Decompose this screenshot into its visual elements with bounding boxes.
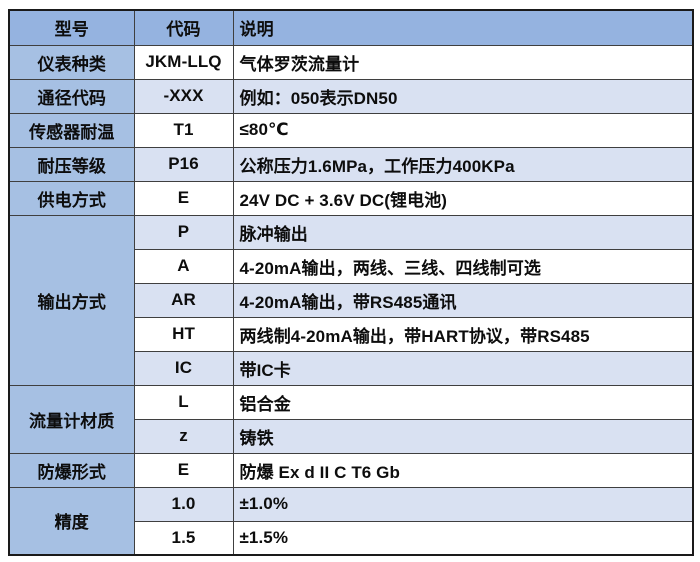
cell-description: 铸铁 xyxy=(232,418,694,454)
cell-description: 公称压力1.6MPa，工作压力400KPa xyxy=(232,146,694,182)
cell-code: P xyxy=(133,214,234,250)
cell-code: T1 xyxy=(133,112,234,148)
cell-code: -XXX xyxy=(133,78,234,114)
cell-description: ±1.5% xyxy=(232,520,694,556)
cell-description: 防爆 Ex d II C T6 Gb xyxy=(232,452,694,488)
table-row: AR 4-20mA输出，带RS485通讯 xyxy=(9,282,694,318)
table-row: 精度 1.0 ±1.0% xyxy=(8,486,694,556)
table-header: 型号 代码 说明 xyxy=(8,10,694,46)
cell-code: IC xyxy=(133,350,234,386)
table-row: HT 两线制4-20mA输出，带HART协议，带RS485 xyxy=(9,316,694,352)
specification-table-container: 型号 代码 说明 仪表种类 JKM-LLQ 气体罗茨流量计 通径代码 -XXX 例如：05… xyxy=(8,9,694,556)
cell-description: 4-20mA输出，带RS485通讯 xyxy=(232,282,694,318)
row-group-label: 耐压等级 xyxy=(8,146,135,182)
cell-description: 铝合金 xyxy=(232,384,694,420)
row-group-label: 传感器耐温 xyxy=(8,112,135,148)
cell-code: HT xyxy=(133,316,234,352)
row-group-label: 精度 xyxy=(8,486,135,556)
row-group-label: 防爆形式 xyxy=(8,452,135,488)
table-row: 传感器耐温 T1 ≤80℃ xyxy=(8,112,694,148)
table-row: 仪表种类 JKM-LLQ 气体罗茨流量计 xyxy=(8,44,694,80)
cell-code: L xyxy=(133,384,234,420)
cell-code: z xyxy=(133,418,234,454)
column-header-description: 说明 xyxy=(232,10,694,46)
table-row: IC 带IC卡 xyxy=(9,350,694,386)
table-header-row: 型号 代码 说明 xyxy=(8,10,694,46)
table-row: 耐压等级 P16 公称压力1.6MPa，工作压力400KPa xyxy=(8,146,694,182)
row-group-label: 流量计材质 xyxy=(8,384,135,454)
table-row: A 4-20mA输出，两线、三线、四线制可选 xyxy=(9,248,694,284)
table-row: 通径代码 -XXX 例如：050表示DN50 xyxy=(8,78,694,114)
row-group-label: 通径代码 xyxy=(8,78,135,114)
specification-table: 型号 代码 说明 仪表种类 JKM-LLQ 气体罗茨流量计 通径代码 -XXX 例如：05… xyxy=(8,9,694,556)
cell-code: A xyxy=(133,248,234,284)
cell-description: 带IC卡 xyxy=(232,350,694,386)
row-group-label: 输出方式 xyxy=(8,214,135,386)
cell-code: 1.0 xyxy=(133,486,234,522)
cell-code: E xyxy=(133,180,234,216)
table-row: 1.5 ±1.5% xyxy=(9,520,694,556)
cell-description: 例如：050表示DN50 xyxy=(232,78,694,114)
cell-code: 1.5 xyxy=(133,520,234,556)
cell-description: 4-20mA输出，两线、三线、四线制可选 xyxy=(232,248,694,284)
cell-description: 气体罗茨流量计 xyxy=(232,44,694,80)
cell-description: ≤80℃ xyxy=(232,112,694,148)
table-row: 输出方式 P 脉冲输出 xyxy=(8,214,694,386)
cell-description: 脉冲输出 xyxy=(232,214,694,250)
row-group-label: 供电方式 xyxy=(8,180,135,216)
table-body: 仪表种类 JKM-LLQ 气体罗茨流量计 通径代码 -XXX 例如：050表示DN50 传感… xyxy=(8,44,694,556)
table-row: 供电方式 E 24V DC + 3.6V DC(锂电池) xyxy=(8,180,694,216)
column-header-code: 代码 xyxy=(133,10,234,46)
table-row: 流量计材质 L 铝合金 xyxy=(8,384,694,454)
cell-code: E xyxy=(133,452,234,488)
row-group-label: 仪表种类 xyxy=(8,44,135,80)
cell-description: 两线制4-20mA输出，带HART协议，带RS485 xyxy=(232,316,694,352)
table-row: 防爆形式 E 防爆 Ex d II C T6 Gb xyxy=(8,452,694,488)
cell-code: P16 xyxy=(133,146,234,182)
cell-description: ±1.0% xyxy=(232,486,694,522)
cell-description: 24V DC + 3.6V DC(锂电池) xyxy=(232,180,694,216)
cell-code: JKM-LLQ xyxy=(133,44,234,80)
column-header-model: 型号 xyxy=(8,10,135,46)
cell-code: AR xyxy=(133,282,234,318)
